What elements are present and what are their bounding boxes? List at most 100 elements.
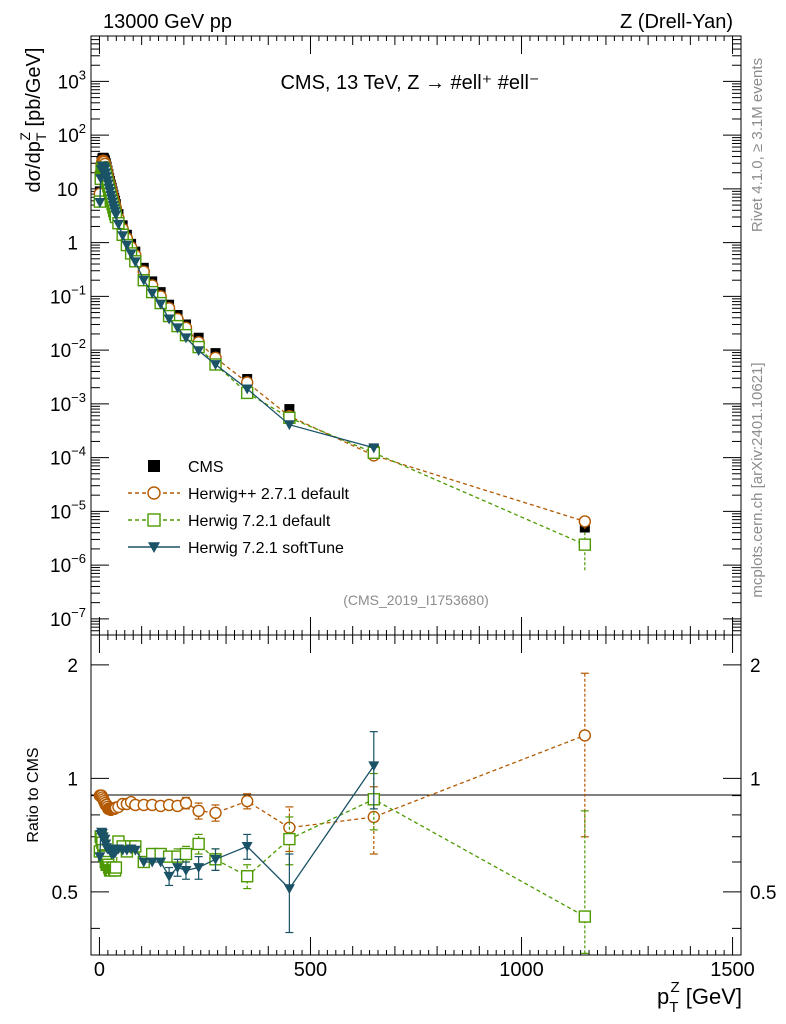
- data-point: [193, 863, 205, 874]
- data-point: [179, 796, 193, 810]
- data-point: [209, 806, 222, 820]
- x-axis-title: pTZ [GeV]: [657, 979, 742, 1016]
- analysis-watermark: (CMS_2019_I1753680): [343, 592, 489, 608]
- legend-label: Herwig++ 2.7.1 default: [188, 486, 350, 503]
- y-tick-mantissa: 10: [58, 72, 79, 93]
- y-tick-label: 103: [58, 67, 86, 93]
- data-point: [192, 804, 205, 818]
- y-tick-exponent: −2: [71, 336, 86, 351]
- data-point: [94, 198, 106, 208]
- ratio-y-tick-label-right: 1: [750, 769, 761, 790]
- main-panel-ticks: [91, 35, 741, 636]
- data-point: [241, 841, 253, 852]
- ratio-y-tick-labels: 2 2 1 1 0.5 0.5: [52, 656, 777, 904]
- y-tick-mantissa: 10: [50, 449, 71, 470]
- data-point: [146, 288, 158, 299]
- x-tick-label: 1500: [710, 959, 755, 981]
- ratio-series-herwig-7-2-1-softtune: [94, 731, 380, 934]
- series-herwig-7-2-1-default: [93, 161, 592, 571]
- y-tick-label: 102: [58, 121, 86, 147]
- data-point: [94, 852, 106, 863]
- data-point: [193, 346, 205, 357]
- y-tick-exponent: −3: [71, 390, 86, 405]
- chart-title: CMS, 13 TeV, Z → #ell⁺ #ell⁻: [280, 72, 539, 94]
- y-tick-mantissa: 10: [50, 556, 71, 577]
- data-point: [147, 486, 161, 500]
- data-point: [284, 404, 295, 415]
- ratio-y-tick-label-right: 0.5: [750, 883, 776, 904]
- y-tick-mantissa: 10: [57, 180, 78, 201]
- legend: CMS Herwig++ 2.7.1 default Herwig 7.2.1 de…: [128, 459, 350, 557]
- data-point: [283, 832, 296, 846]
- mcplots-label: mcplots.cern.ch [arXiv:2401.10621]: [749, 362, 766, 597]
- data-point: [163, 871, 175, 882]
- y-tick-label: 10−6: [50, 551, 86, 577]
- data-point: [125, 249, 137, 260]
- data-point: [163, 314, 175, 325]
- legend-label: CMS: [188, 459, 224, 476]
- rivet-label: Rivet 4.1.0, ≥ 3.1M events: [749, 58, 766, 232]
- y-tick-mantissa: 1: [67, 234, 78, 255]
- data-point: [241, 384, 253, 395]
- y-tick-label: 10: [57, 180, 78, 201]
- ratio-y-tick-label-left: 0.5: [52, 883, 78, 904]
- y-tick-label: 10−5: [50, 497, 86, 523]
- series-line: [99, 159, 585, 523]
- data-point: [210, 854, 222, 865]
- series-herwig-2-7-1-default: [93, 154, 592, 529]
- y-tick-mantissa: 10: [58, 126, 79, 147]
- data-point: [121, 240, 133, 251]
- y-tick-exponent: 3: [79, 67, 86, 82]
- data-point: [110, 210, 122, 221]
- series-cms: [94, 152, 590, 533]
- ratio-y-tick-label-left: 1: [67, 769, 78, 790]
- data-point: [578, 538, 592, 551]
- ratio-series-herwig-2-7-1-default: [93, 672, 592, 855]
- data-point: [147, 513, 161, 527]
- series-line: [99, 165, 374, 449]
- data-point: [578, 515, 592, 528]
- ratio-y-axis-title: Ratio to CMS: [25, 747, 42, 842]
- data-point: [146, 857, 158, 868]
- y-tick-exponent: −6: [71, 551, 86, 566]
- header-left: 13000 GeV pp: [103, 11, 232, 33]
- y-tick-exponent: −7: [71, 605, 86, 620]
- header-right: Z (Drell-Yan): [620, 11, 733, 33]
- y-tick-mantissa: 10: [50, 610, 71, 631]
- data-point: [180, 333, 192, 344]
- y-tick-label: 1: [67, 234, 78, 255]
- x-tick-labels: 0 500 1000 1500: [94, 959, 755, 981]
- legend-entry: Herwig 7.2.1 softTune: [128, 540, 344, 557]
- ratio-series: [93, 672, 592, 954]
- data-point: [129, 845, 141, 856]
- y-tick-label: 10−1: [50, 282, 86, 308]
- y-tick-exponent: −4: [71, 444, 86, 459]
- data-point: [109, 861, 123, 874]
- legend-entry: Herwig 7.2.1 default: [128, 513, 331, 530]
- data-point: [180, 865, 192, 876]
- data-point: [138, 857, 150, 868]
- main-y-axis-title: dσ/dpTZ [pb/GeV]: [17, 48, 49, 193]
- legend-entry: CMS: [148, 459, 224, 476]
- data-point: [155, 857, 167, 868]
- y-tick-mantissa: 10: [50, 287, 71, 308]
- y-tick-label: 10−4: [50, 444, 86, 470]
- y-tick-exponent: −5: [71, 497, 86, 512]
- data-point: [210, 360, 222, 371]
- x-tick-label: 0: [94, 959, 105, 981]
- ratio-panel: 2 2 1 1 0.5 0.5 Ratio to CMS: [25, 634, 777, 956]
- y-tick-mantissa: 10: [50, 341, 71, 362]
- y-tick-exponent: 2: [79, 121, 86, 136]
- legend-label: Herwig 7.2.1 softTune: [188, 540, 344, 557]
- data-point: [283, 884, 295, 895]
- x-tick-label: 500: [294, 959, 327, 981]
- data-point: [283, 420, 295, 431]
- ratio-y-tick-label-left: 2: [67, 656, 78, 677]
- data-point: [578, 729, 592, 742]
- data-point: [172, 323, 184, 334]
- data-point: [117, 231, 129, 242]
- y-tick-mantissa: 10: [50, 395, 71, 416]
